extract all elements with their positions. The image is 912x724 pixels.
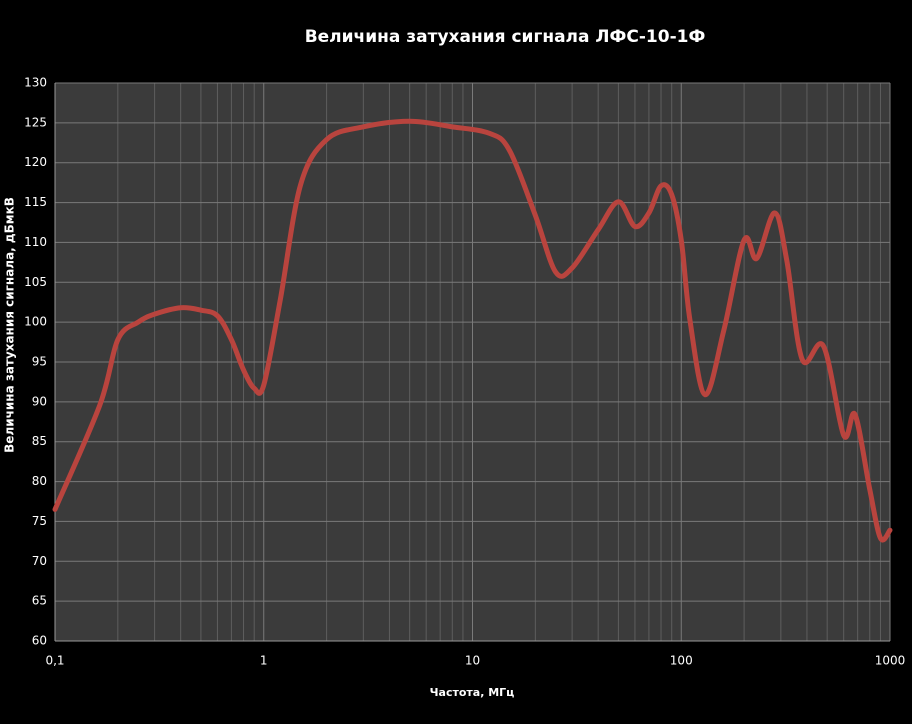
x-axis-title: Частота, МГц bbox=[430, 686, 515, 699]
y-tick-label: 85 bbox=[32, 434, 47, 448]
line-series bbox=[52, 118, 893, 543]
y-tick-label: 95 bbox=[32, 355, 47, 369]
y-tick-label: 105 bbox=[24, 275, 47, 289]
y-tick-label: 120 bbox=[24, 155, 47, 169]
y-tick-label: 125 bbox=[24, 115, 47, 129]
chart-title: Величина затухания сигнала ЛФС-10-1Ф bbox=[305, 27, 706, 47]
y-axis-title: Величина затухания сигнала, дБмкВ bbox=[3, 197, 17, 453]
y-tick-label: 115 bbox=[24, 195, 47, 209]
x-tick-label: 1000 bbox=[875, 654, 906, 668]
x-tick-label: 1 bbox=[260, 654, 268, 668]
y-tick-label: 70 bbox=[32, 554, 47, 568]
y-tick-label: 130 bbox=[24, 76, 47, 90]
x-tick-label: 100 bbox=[670, 654, 693, 668]
x-tick-label: 10 bbox=[465, 654, 480, 668]
y-tick-label: 90 bbox=[32, 394, 47, 408]
y-tick-label: 65 bbox=[32, 594, 47, 608]
y-tick-label: 60 bbox=[32, 634, 47, 648]
y-tick-label: 110 bbox=[24, 235, 47, 249]
y-tick-label: 75 bbox=[32, 514, 47, 528]
y-tick-label: 100 bbox=[24, 315, 47, 329]
x-tick-label: 0,1 bbox=[45, 654, 64, 668]
y-tick-label: 80 bbox=[32, 474, 47, 488]
